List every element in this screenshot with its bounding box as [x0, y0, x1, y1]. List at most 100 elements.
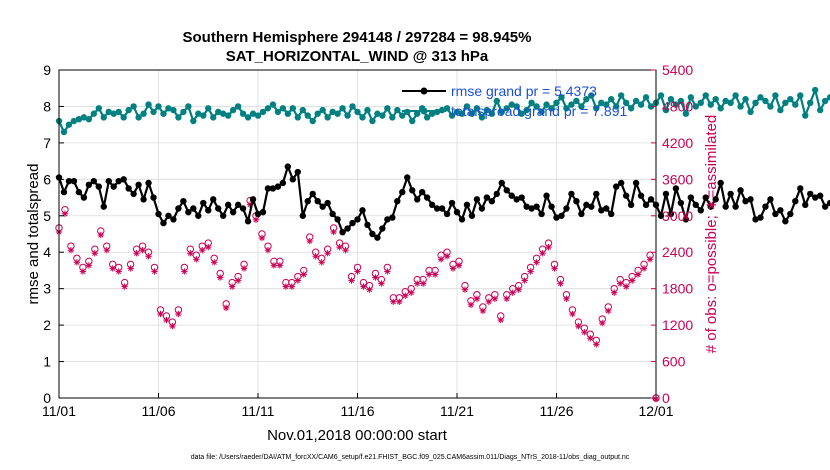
obs-assimilated-marker — [414, 280, 421, 287]
rmse-point — [553, 214, 560, 221]
asterisk-stroke — [474, 296, 480, 302]
rmse-point — [90, 177, 98, 185]
rmse-point — [593, 190, 600, 198]
obs-assimilated-marker — [491, 295, 499, 302]
totalspread-point — [90, 110, 98, 117]
totalspread-point — [150, 108, 157, 116]
rmse-point — [538, 210, 545, 218]
obs-assimilated-marker — [151, 268, 158, 275]
obs-assimilated-marker — [91, 250, 99, 257]
totalspread-point — [667, 95, 675, 103]
rmse-point — [224, 201, 232, 209]
totalspread-point — [140, 110, 147, 117]
rmse-point — [414, 196, 421, 203]
rmse-point — [548, 203, 555, 210]
totalspread-point — [777, 106, 784, 114]
totalspread-point — [722, 97, 729, 105]
totalspread-point — [483, 106, 491, 114]
totalspread-point — [80, 114, 88, 121]
rmse-point — [180, 198, 187, 205]
asterisk-stroke — [104, 247, 110, 253]
left-tick-label: 5 — [43, 208, 51, 224]
rmse-point — [339, 228, 346, 236]
totalspread-point — [239, 110, 247, 117]
totalspread-point — [374, 110, 381, 117]
obs-assimilated-marker — [318, 259, 325, 266]
asterisk-stroke — [545, 244, 552, 250]
rmse-point — [110, 183, 117, 190]
totalspread-point — [583, 95, 590, 103]
rmse-point — [150, 194, 157, 201]
totalspread-point — [130, 103, 137, 110]
rmse-point — [692, 201, 699, 209]
totalspread-point — [508, 101, 515, 108]
totalspread-point — [622, 99, 630, 107]
asterisk-stroke — [271, 262, 277, 268]
totalspread-point — [244, 114, 252, 121]
left-axis-ticks: 0 1 2 3 4 5 6 7 8 9 — [43, 62, 64, 406]
totalspread-point — [115, 108, 122, 116]
asterisk-stroke — [62, 211, 68, 217]
totalspread-point — [409, 117, 416, 125]
rmse-point — [682, 216, 690, 223]
rmse-point — [389, 214, 396, 221]
obs-assimilated-marker — [288, 283, 296, 290]
rmse-point — [100, 203, 107, 210]
rmse-point — [598, 207, 605, 214]
totalspread-point — [70, 117, 78, 125]
obs-assimilated-marker — [533, 259, 540, 266]
rmse-point — [70, 177, 78, 185]
obs-assimilated-marker — [634, 271, 642, 278]
obs-assimilated-marker — [187, 250, 194, 257]
asterisk-stroke — [253, 217, 259, 223]
asterisk-stroke — [384, 268, 390, 275]
obs-assimilated-marker — [467, 301, 475, 309]
rmse-point — [667, 210, 675, 218]
totalspread-point — [807, 99, 814, 107]
asterisk-stroke — [504, 296, 510, 302]
asterisk-stroke — [641, 265, 647, 272]
totalspread-point — [125, 106, 132, 114]
asterisk-stroke — [211, 259, 217, 265]
left-tick-label: 2 — [43, 317, 51, 333]
asterisk-stroke — [575, 323, 581, 329]
asterisk-stroke — [414, 280, 420, 287]
rmse-point — [543, 192, 550, 199]
rmse-point — [797, 185, 804, 192]
asterisk-stroke — [122, 284, 128, 290]
obs-assimilated-marker — [503, 295, 510, 302]
obs-assimilated-marker — [85, 262, 93, 269]
rmse-point — [767, 196, 774, 203]
obs-assimilated-marker — [431, 271, 439, 278]
totalspread-point — [229, 106, 237, 114]
left-tick-label: 4 — [43, 244, 51, 260]
obs-assimilated-marker — [240, 265, 248, 272]
asterisk-stroke — [223, 305, 229, 311]
chart-title: Southern Hemisphere 294148 / 297284 = 98… — [183, 29, 532, 46]
rmse-point — [399, 188, 406, 196]
right-tick-label: 3600 — [662, 171, 693, 187]
rmse-point — [468, 212, 476, 219]
obs-assimilated-marker — [145, 253, 152, 260]
asterisk-stroke — [492, 296, 498, 302]
totalspread-point — [548, 105, 555, 112]
totalspread-point — [767, 103, 774, 110]
rmse-point — [409, 187, 416, 194]
totalspread-point — [165, 105, 172, 112]
rmse-point — [697, 207, 704, 214]
rmse-point — [717, 179, 724, 187]
asterisk-stroke — [420, 280, 426, 287]
rmse-point — [205, 207, 212, 214]
obs-assimilated-marker — [354, 268, 361, 275]
totalspread-point — [493, 97, 500, 105]
totalspread-point — [414, 110, 421, 117]
rmse-point — [329, 210, 336, 218]
rmse-point — [647, 196, 655, 203]
rmse-point — [772, 210, 779, 218]
totalspread-point — [742, 95, 749, 103]
obs-assimilated-marker — [449, 265, 457, 272]
asterisk-stroke — [539, 250, 546, 256]
asterisk-stroke — [444, 253, 450, 259]
rmse-point — [747, 196, 754, 203]
x-tick-label: 11/11 — [242, 403, 275, 419]
